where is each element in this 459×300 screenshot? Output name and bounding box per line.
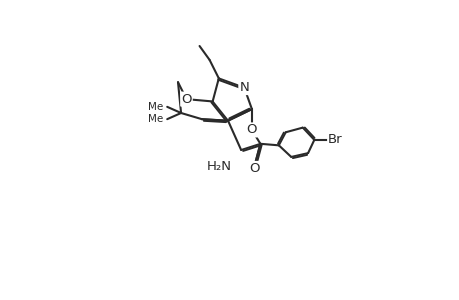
Text: Br: Br bbox=[327, 134, 342, 146]
Text: O: O bbox=[248, 162, 259, 175]
Text: H₂N: H₂N bbox=[207, 160, 231, 173]
Text: Me: Me bbox=[148, 114, 163, 124]
Text: Me: Me bbox=[148, 102, 163, 112]
Text: N: N bbox=[239, 81, 249, 94]
Text: O: O bbox=[181, 93, 191, 106]
Text: O: O bbox=[246, 123, 257, 136]
